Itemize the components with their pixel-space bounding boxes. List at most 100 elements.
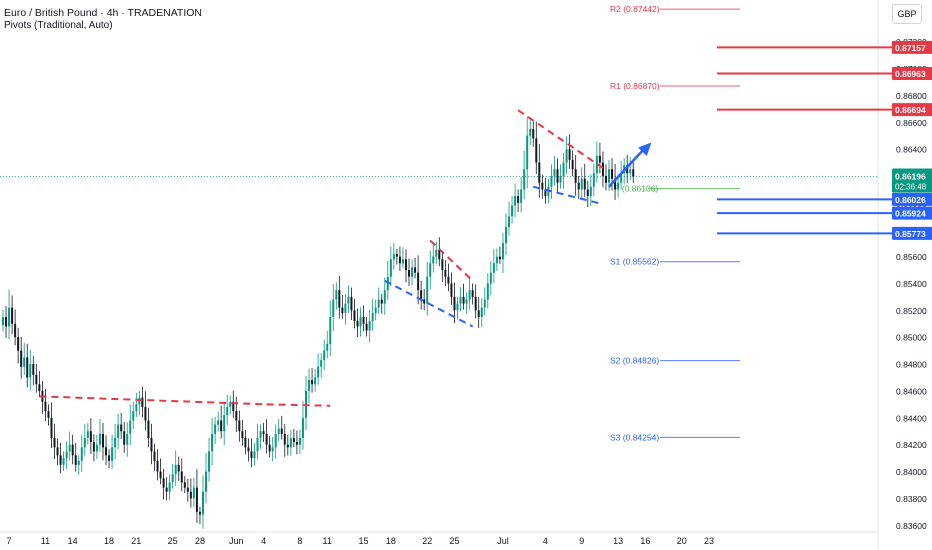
countdown-timer: 02:36:48: [895, 183, 927, 192]
candle-body: [435, 249, 438, 257]
candle-body: [362, 317, 365, 324]
candle-body: [471, 290, 474, 297]
x-tick-label: 13: [613, 536, 623, 546]
candle-body: [111, 447, 114, 461]
candle-body: [62, 458, 65, 465]
candle-body: [247, 447, 250, 452]
candle-body: [80, 447, 83, 461]
candle-body: [347, 296, 350, 304]
chart-grid: [0, 0, 879, 550]
x-tick-label: Jul: [497, 536, 509, 546]
x-tick-label: 20: [677, 536, 687, 546]
candle-body: [480, 307, 483, 318]
candle-body: [317, 366, 320, 378]
y-tick-label: 0.85400: [896, 279, 927, 289]
candle-body: [601, 162, 604, 176]
resistance-trendline: [517, 109, 604, 169]
candle-body: [262, 431, 265, 434]
resistance-trendline: [266, 403, 331, 407]
candle-body: [259, 431, 262, 438]
candle-body: [256, 437, 259, 452]
candle-body: [341, 307, 344, 314]
candle-body: [335, 290, 338, 300]
candle-body: [65, 451, 68, 459]
currency-button[interactable]: GBP: [892, 4, 922, 24]
candle-body: [83, 437, 86, 448]
candle-body: [389, 259, 392, 277]
candle-body: [59, 455, 62, 465]
candle-body: [201, 491, 204, 515]
y-tick-label: 0.86800: [896, 91, 927, 101]
symbol-title[interactable]: Euro / British Pound · 4h · TRADENATION: [4, 7, 203, 19]
candle-body: [44, 401, 47, 412]
y-tick-label: 0.86600: [896, 118, 927, 128]
candle-body: [14, 323, 17, 338]
candle-body: [344, 303, 347, 314]
candle-body: [217, 420, 220, 425]
candle-body: [523, 169, 526, 190]
candle-body: [620, 173, 623, 183]
y-tick-label: 0.83600: [896, 521, 927, 531]
candle-body: [11, 307, 14, 324]
candle-body: [365, 323, 368, 331]
candle-body: [244, 437, 247, 448]
indicator-label[interactable]: Pivots (Traditional, Auto): [4, 20, 113, 31]
candle-body: [86, 431, 89, 438]
y-tick-label: 0.84600: [896, 386, 927, 396]
resistance-trendline: [39, 395, 267, 406]
candle-body: [598, 155, 601, 163]
candle-body: [423, 299, 426, 304]
candle-body: [371, 313, 374, 322]
candle-body: [486, 283, 489, 300]
candle-body: [232, 401, 235, 412]
candle-body: [56, 447, 59, 456]
bullish-arrow-shaft: [608, 145, 648, 188]
y-tick-label: 0.84000: [896, 467, 927, 477]
candle-body: [632, 169, 635, 177]
candle-body: [223, 415, 226, 432]
candle-body: [117, 424, 120, 438]
candle-body: [474, 296, 477, 311]
x-tick-label: 9: [579, 536, 584, 546]
candle-body: [508, 216, 511, 228]
x-tick-label: 22: [422, 536, 432, 546]
candle-body: [114, 437, 117, 448]
candle-body: [589, 186, 592, 197]
resistance-level-value: 0.86694: [895, 105, 926, 115]
candle-body: [595, 155, 598, 174]
candle-body: [450, 283, 453, 297]
candle-body: [38, 384, 41, 391]
candle-body: [526, 135, 529, 170]
candle-body: [429, 263, 432, 277]
candle-body: [314, 377, 317, 385]
resistance-level-value: 0.87157: [895, 43, 926, 53]
candle-body: [108, 455, 111, 461]
candle-body: [135, 404, 138, 412]
candle-body: [2, 317, 4, 326]
bullish-arrow-head: [638, 142, 652, 156]
candle-body: [226, 407, 229, 416]
candle-body: [617, 182, 620, 190]
candle-body: [205, 471, 208, 492]
price-axis[interactable]: 0.872000.870000.868000.866000.864000.862…: [892, 37, 932, 531]
candle-body: [192, 487, 195, 499]
pivot-label: R1 (0.86870): [610, 81, 660, 91]
x-tick-label: 4: [261, 536, 266, 546]
candle-body: [532, 128, 535, 139]
candle-body: [411, 267, 414, 277]
candle-body: [359, 317, 362, 327]
trendlines[interactable]: [39, 109, 652, 407]
candle-body: [177, 464, 180, 472]
candle-body: [186, 487, 189, 492]
candle-body: [489, 272, 492, 284]
y-tick-label: 0.85600: [896, 252, 927, 262]
candle-body: [604, 175, 607, 183]
x-tick-label: 15: [359, 536, 369, 546]
candle-body: [292, 437, 295, 442]
x-tick-label: 14: [68, 536, 78, 546]
candle-body: [495, 256, 498, 264]
time-axis[interactable]: 7 11 14 18 21 25 28 Jun 4 8 11 15 18 22 25 Jul 4 9 13 16 20 2…: [7, 536, 714, 546]
candle-body: [453, 296, 456, 311]
candle-body: [138, 397, 141, 405]
